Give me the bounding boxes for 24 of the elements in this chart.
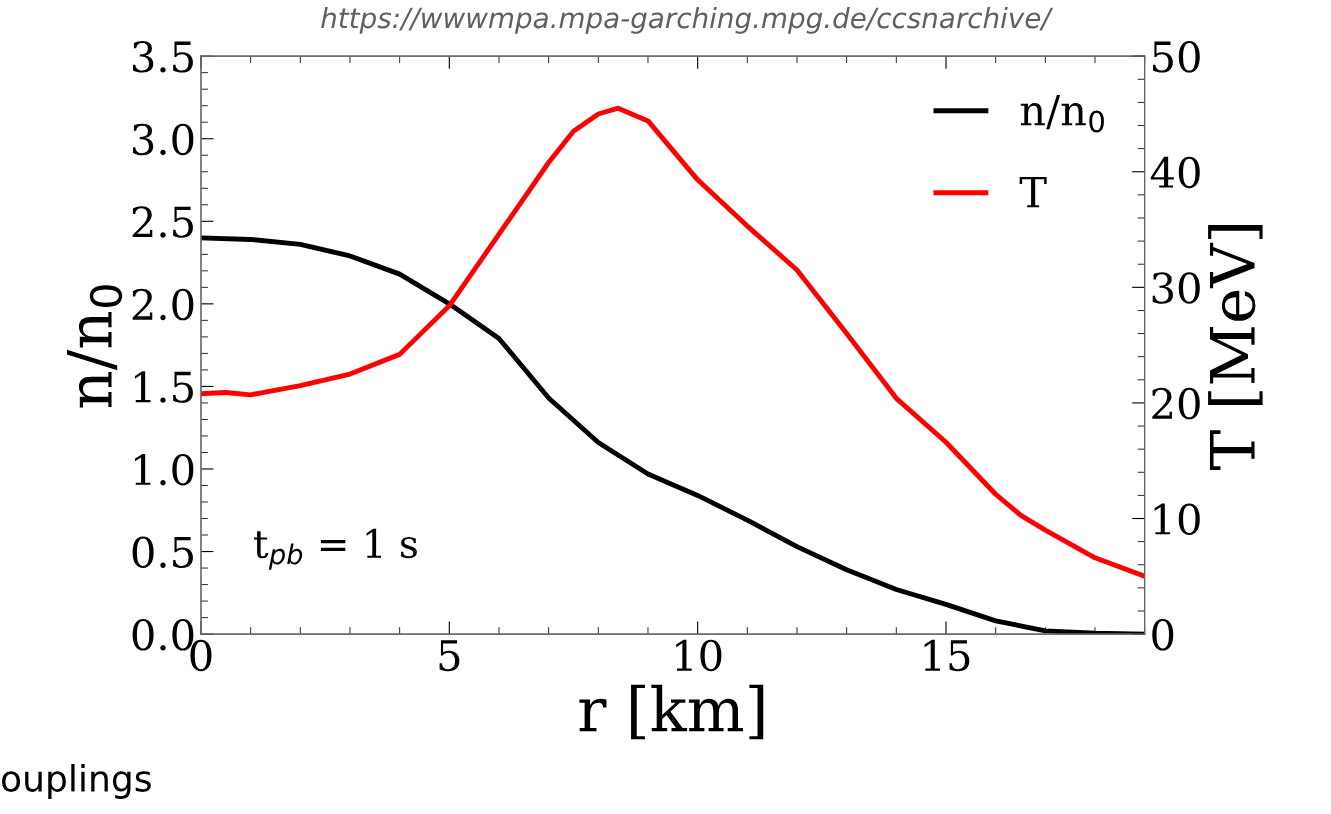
legend-label: n/n$_{0}$ <box>1020 94 1104 133</box>
text: ouplings <box>1 763 151 799</box>
y-tick-label: 3.0 <box>133 123 194 156</box>
y-tick-label: 2.5 <box>132 206 193 238</box>
y-axis-title: n/n$_{0}$ <box>66 285 123 408</box>
y-tick-label: 1.0 <box>134 453 194 486</box>
y-tick-label: 3.5 <box>133 41 193 73</box>
y-tick-label: 2.0 <box>132 288 194 321</box>
x-tick-label: 15 <box>924 639 970 672</box>
y-tick-label: 0.5 <box>132 536 193 568</box>
annotation: t$_{pb}$ = 1 s <box>254 528 417 570</box>
y2-tick-label: 20 <box>1152 387 1200 420</box>
x-axis-title: r [km] <box>579 684 764 740</box>
y2-tick-label: 30 <box>1152 272 1200 304</box>
legend-label: T <box>1019 176 1047 208</box>
y2-tick-label: 0 <box>1152 619 1174 651</box>
x-tick-label: 10 <box>676 639 722 672</box>
text: https://wwwmpa.mpa-garching.mpg.de/ccsnarchive/ <box>321 6 1054 34</box>
y-tick-label: 1.5 <box>134 371 193 403</box>
x-tick-label: 5 <box>439 640 460 672</box>
y2-tick-label: 10 <box>1154 503 1200 535</box>
y2-tick-label: 40 <box>1150 156 1200 189</box>
y2-axis-title: T [MeV] <box>1208 225 1263 470</box>
y2-tick-label: 50 <box>1153 41 1200 73</box>
